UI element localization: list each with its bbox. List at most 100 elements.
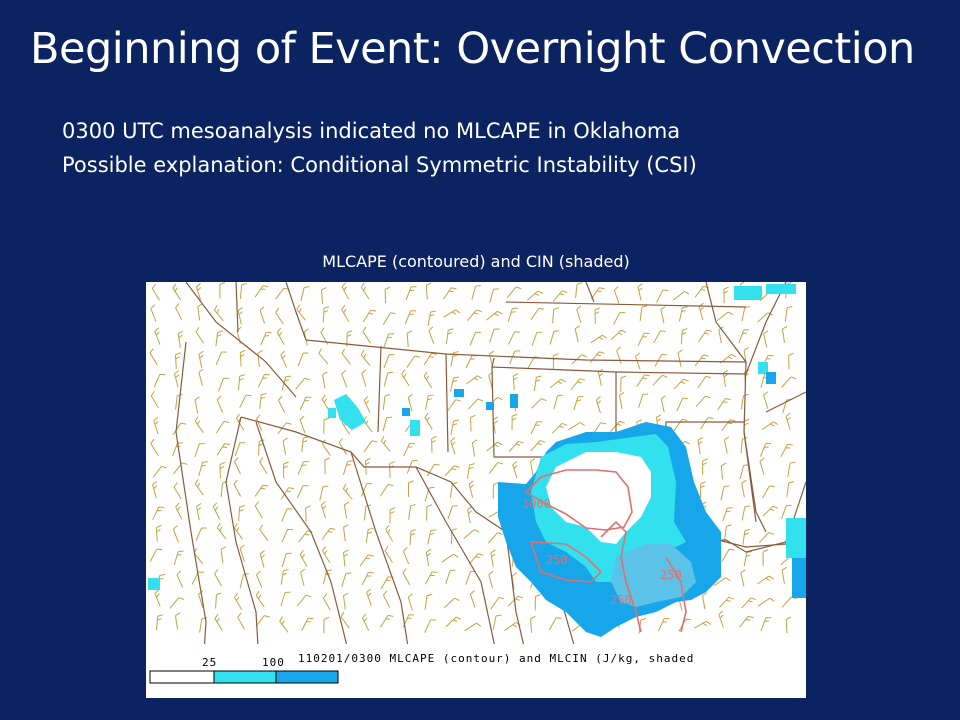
wind-barb [152, 506, 165, 520]
wind-barb [275, 287, 290, 300]
wind-barb [198, 368, 204, 386]
wind-barb [322, 371, 328, 389]
wind-barb [216, 522, 227, 540]
wind-barb [300, 568, 306, 587]
wind-barb [196, 503, 202, 521]
wind-barb [552, 307, 560, 324]
wind-barb [450, 351, 459, 367]
wind-barb [318, 348, 329, 365]
product-label: 110201/0300 MLCAPE (contour) and MLCIN (… [298, 652, 694, 665]
wind-barb [194, 396, 200, 414]
bullet-item: Possible explanation: Conditional Symmet… [62, 153, 697, 177]
wind-barb [489, 328, 500, 343]
wind-barb [487, 532, 503, 544]
wind-barb [431, 436, 437, 453]
wind-barb [153, 373, 166, 388]
wind-barb [280, 569, 289, 585]
wind-barb [574, 325, 580, 343]
wind-barb [361, 571, 374, 586]
wind-barb [276, 327, 285, 345]
wind-barb [152, 465, 167, 478]
wind-barb [492, 614, 502, 630]
wind-barb [384, 286, 391, 304]
wind-barb [300, 286, 310, 302]
wind-barb [198, 461, 209, 476]
legend-swatch [275, 670, 339, 684]
wind-barb [530, 307, 545, 320]
wind-barb [694, 620, 712, 629]
map-caption: MLCAPE (contoured) and CIN (shaded) [322, 252, 630, 271]
wind-barb [594, 307, 601, 324]
wind-barb [342, 460, 353, 475]
wind-barb [488, 570, 494, 589]
wind-barb [301, 436, 309, 453]
wind-barb [552, 290, 568, 302]
wind-barb [324, 457, 330, 475]
wind-barb [660, 395, 666, 413]
wind-barb [343, 524, 349, 542]
wind-barb [153, 416, 159, 435]
wind-barb [363, 440, 378, 453]
wind-barb [363, 395, 371, 414]
wind-barb [235, 413, 245, 431]
wind-barb [509, 350, 521, 365]
wind-barb [724, 524, 732, 541]
wind-barb [296, 304, 306, 321]
wind-barb [425, 282, 432, 300]
wind-barb [343, 501, 350, 519]
wind-barb [677, 349, 683, 367]
wind-barb [490, 549, 496, 567]
wind-barb [342, 483, 353, 500]
wind-barb [234, 592, 242, 610]
wind-barb [296, 594, 312, 607]
wind-barb [570, 378, 586, 391]
wind-barb [450, 376, 459, 392]
map-canvas: 1000 250 250 250 110201/0300 MLCAPE (con… [146, 282, 806, 698]
wind-barb [406, 355, 421, 368]
wind-barb [194, 416, 204, 434]
wind-barb [506, 286, 522, 299]
wind-barb [403, 442, 415, 457]
wind-barb [280, 350, 287, 368]
wind-barb [212, 502, 221, 520]
wind-barb [763, 391, 769, 409]
wind-barb [450, 419, 459, 435]
wind-barb [361, 369, 367, 387]
wind-barb [343, 549, 349, 567]
wind-barb [673, 418, 688, 431]
wind-barb [323, 616, 330, 634]
wind-barb [616, 346, 622, 364]
wind-barb [716, 311, 734, 322]
wind-barb [254, 285, 269, 298]
wind-barb [404, 310, 417, 324]
wind-barb [237, 612, 245, 630]
legend-swatch [149, 670, 215, 684]
wind-barb [723, 436, 730, 454]
wind-barb [741, 505, 751, 521]
wind-barb [635, 352, 641, 370]
wind-barb [278, 395, 286, 413]
wind-barb [173, 550, 184, 566]
wind-barb [512, 373, 519, 390]
wind-barb [507, 307, 518, 323]
wind-barb [152, 481, 158, 499]
wind-barb [382, 590, 391, 608]
wind-barb [742, 528, 751, 545]
wind-barb [260, 331, 272, 346]
wind-barb [424, 394, 434, 410]
wind-barb [239, 349, 246, 367]
wind-barbs [149, 282, 797, 634]
wind-barb [590, 334, 608, 344]
wind-barb [426, 463, 440, 477]
wind-barb [389, 461, 395, 478]
wind-barb [660, 306, 666, 324]
wind-barb [549, 378, 566, 389]
wind-barb [723, 286, 729, 304]
wind-barb [787, 461, 796, 478]
wind-barb [548, 617, 562, 631]
wind-barb [218, 377, 229, 392]
wind-barb [441, 553, 459, 563]
wind-barb [552, 353, 559, 370]
wind-barb [445, 328, 454, 345]
wind-barb [697, 375, 712, 389]
